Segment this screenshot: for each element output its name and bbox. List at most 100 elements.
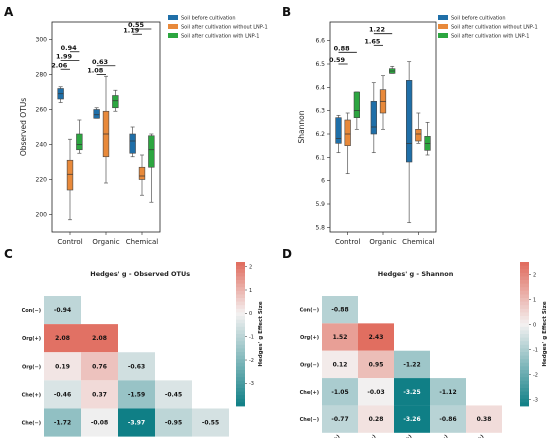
c-colorbar-segment (236, 265, 245, 270)
d-colorbar-segment (520, 395, 529, 400)
b-ytick-label: 5.8 (315, 224, 325, 231)
c-heatmap-cell (192, 408, 229, 437)
d-heatmap-cell (430, 378, 466, 406)
d-colorbar-segment (520, 362, 529, 367)
c-row-label: Org(−) (22, 364, 41, 370)
d-heatmap-cell (322, 296, 358, 324)
c-heatmap-cell (44, 296, 81, 325)
b-ytick-label: 6.6 (315, 38, 325, 45)
c-colorbar-segment (236, 341, 245, 346)
c-colorbar-segment (236, 344, 245, 349)
d-colorbar-tick-label: -1 (533, 347, 538, 353)
panel-c-hedges-g-otus-heatmap: Hedges' g - Observed OTUs -0.94 2.08 2.08 0.… (22, 262, 264, 438)
c-colorbar-segment (236, 305, 245, 310)
panel-letter-b: B (282, 5, 291, 19)
c-heatmap-cell-value: -0.46 (54, 391, 71, 398)
c-colorbar-segment (236, 262, 245, 266)
b-ytick-label: 6.5 (315, 61, 325, 68)
d-heatmap-cell (394, 405, 430, 433)
d-colorbar-segment (520, 359, 529, 364)
d-heatmap-cell (358, 323, 394, 351)
d-colorbar-segment (520, 373, 529, 378)
d-heatmap-cell-value: -3.25 (403, 389, 420, 396)
d-colorbar-segment (520, 272, 529, 277)
c-colorbar-segment (236, 294, 245, 299)
d-colorbar-tick-label: 2 (533, 272, 536, 278)
d-heatmap-cell-value: 0.38 (477, 416, 492, 423)
c-colorbar-segment (236, 370, 245, 374)
d-column-label: Con(−) (359, 434, 378, 438)
d-column-label: Org(+) (395, 434, 413, 438)
c-colorbar-segment (236, 395, 245, 400)
c-colorbar-segment (236, 362, 245, 367)
d-colorbar-segment (520, 337, 529, 342)
c-colorbar-segment (236, 334, 245, 338)
c-heatmap-cell-value: -0.95 (165, 420, 182, 427)
d-colorbar-segment (520, 352, 529, 356)
c-colorbar-segment (236, 366, 245, 371)
d-heatmap-cell (322, 323, 358, 351)
c-heatmap-cell (118, 408, 155, 437)
c-colorbar-segment (236, 280, 245, 284)
c-colorbar-segment (236, 301, 245, 306)
b-ytick-label: 6.4 (315, 84, 325, 91)
a-box (148, 135, 155, 168)
c-heatmap-cell-value: -0.45 (165, 391, 182, 398)
b-effect-size-label: 1.22 (369, 26, 385, 34)
d-colorbar-tick-label: 1 (533, 297, 536, 303)
d-heatmap-cell-value: -0.03 (367, 389, 384, 396)
panel-letter-a: A (4, 5, 14, 19)
d-heatmap-cell-value: -0.88 (331, 307, 348, 314)
b-legend-entry: Soil after cultivation with LNP-1 (451, 34, 529, 40)
b-box (344, 119, 351, 146)
d-colorbar-segment (520, 330, 529, 335)
a-ytick-label: 220 (36, 177, 48, 184)
b-category-label: Organic (369, 238, 396, 246)
d-colorbar-segment (520, 280, 529, 284)
c-colorbar-segment (236, 384, 245, 389)
d-heatmap-cell-value: -0.86 (439, 416, 456, 423)
d-heatmap-cell (322, 378, 358, 406)
a-effect-size-label: 0.94 (61, 44, 78, 52)
d-colorbar-segment (520, 344, 529, 349)
d-heatmap-cell-value: -3.26 (403, 416, 420, 423)
d-row-label: Che(+) (300, 390, 319, 396)
c-colorbar-segment (236, 398, 245, 403)
c-row-label: Che(+) (22, 392, 41, 398)
d-heatmap-cell-value: 0.95 (369, 361, 384, 368)
d-colorbar-tick-label: -2 (533, 372, 538, 378)
c-heatmap-cell-value: -0.08 (91, 420, 108, 427)
c-heatmap-cell-value: 0.19 (55, 363, 70, 370)
b-category-label: Chemical (402, 238, 435, 246)
d-colorbar-segment (520, 370, 529, 374)
panel-b-shannon-boxplot: 5.8 5.9 6 6.1 6.2 6.3 6.4 6.5 6.6 Control Organic C… (297, 15, 538, 246)
c-colorbar-segment (236, 359, 245, 364)
c-heatmap-title: Hedges' g - Observed OTUs (90, 270, 190, 278)
c-colorbar-tick-label: -2 (249, 358, 254, 364)
d-heatmap-cell (394, 378, 430, 406)
c-heatmap-cell (155, 408, 192, 437)
c-colorbar-segment (236, 377, 245, 382)
a-legend-entry: Soil after cultivation with LNP-1 (181, 34, 259, 40)
a-box (129, 133, 136, 154)
c-heatmap-cell-value: -1.72 (54, 420, 71, 427)
b-ytick-label: 6 (321, 178, 325, 185)
c-heatmap-cell-value: 0.76 (92, 363, 107, 370)
c-heatmap-cell-value: -3.97 (128, 420, 145, 427)
c-colorbar-segment (236, 380, 245, 385)
c-heatmap-cell-value: -0.63 (128, 363, 145, 370)
c-colorbar-segment (236, 352, 245, 356)
a-box (76, 133, 83, 151)
a-ytick-label: 200 (36, 212, 48, 219)
d-colorbar-segment (520, 276, 529, 281)
c-colorbar-segment (236, 276, 245, 281)
d-colorbar-segment (520, 391, 529, 396)
d-colorbar-segment (520, 287, 529, 292)
a-effect-size-label: 1.99 (56, 53, 73, 61)
a-box (112, 95, 119, 109)
a-legend-entry: Soil before cultivation (181, 16, 236, 22)
c-colorbar-segment (236, 308, 245, 313)
c-colorbar-segment (236, 298, 245, 302)
c-colorbar-segment (236, 388, 245, 392)
